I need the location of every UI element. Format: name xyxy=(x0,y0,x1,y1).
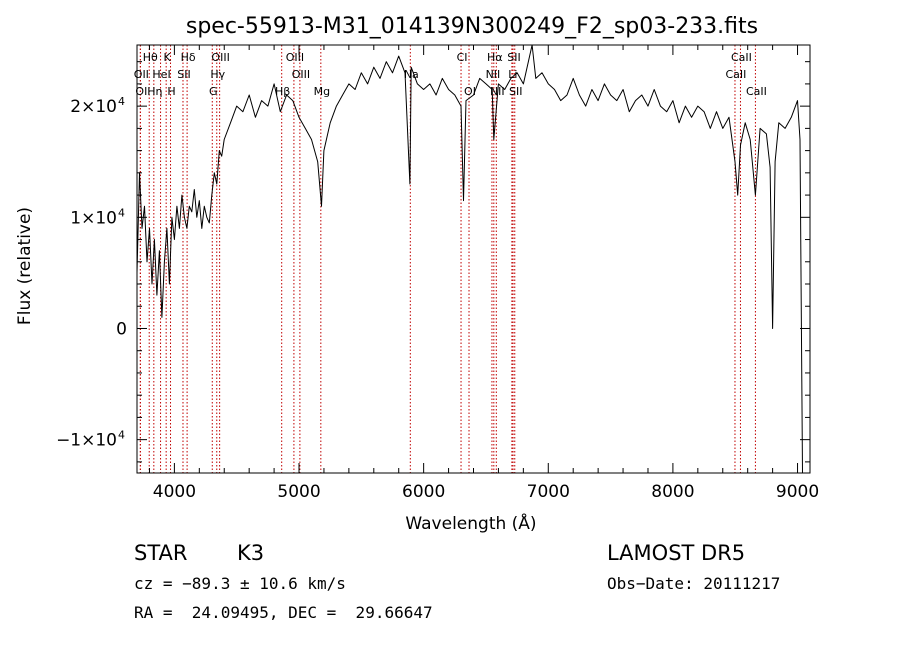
line-label-15: NII xyxy=(486,68,501,81)
x-tick-label-5: 9000 xyxy=(776,482,819,502)
line-label-0: Hθ xyxy=(143,51,158,64)
chart-title: spec-55913-M31_014139N300249_F2_sp03-233… xyxy=(186,14,758,39)
line-label-26: SII xyxy=(509,85,522,98)
spectrum-series xyxy=(136,44,810,474)
line-label-16: Li xyxy=(508,68,517,81)
y-tick-label-1: 0 xyxy=(116,319,127,339)
y-tick-exponent-0: 4 xyxy=(118,429,125,442)
y-tick-label-2: 1×10 xyxy=(70,208,117,228)
object-class: STAR xyxy=(134,541,188,565)
y-axis-label: Flux (relative) xyxy=(15,207,35,325)
line-label-18: OI xyxy=(135,85,147,98)
line-label-17: CaII xyxy=(726,68,747,81)
y-tick-exponent-3: 4 xyxy=(118,95,125,108)
ra-dec: RA = 24.09495, DEC = 29.66647 xyxy=(134,603,433,622)
line-label-12: Hγ xyxy=(210,68,225,81)
line-label-9: OII xyxy=(134,68,149,81)
plot-frame xyxy=(136,44,811,474)
x-tick-label-0: 4000 xyxy=(153,482,196,502)
line-label-5: CI xyxy=(457,51,468,64)
line-label-2: Hδ xyxy=(181,51,196,64)
line-label-14: Na xyxy=(404,68,419,81)
line-label-25: NII xyxy=(490,85,505,98)
redshift-text: cz = −89.3 ± 10.6 km/s xyxy=(134,574,346,593)
x-tick-label-4: 8000 xyxy=(651,482,694,502)
spectral-line-labels: Hθ K Hδ OIII OIII CI Hα SII CaII OII HeI SII Hγ OIII N… xyxy=(134,51,767,98)
x-tick-label-1: 5000 xyxy=(277,482,320,502)
line-label-19: Hη xyxy=(147,85,162,98)
line-label-6: Hα xyxy=(487,51,503,64)
line-label-21: G xyxy=(209,85,218,98)
line-label-20: H xyxy=(167,85,175,98)
line-label-27: CaII xyxy=(746,85,767,98)
object-subclass: K3 xyxy=(237,541,265,565)
line-label-7: SII xyxy=(507,51,520,64)
line-label-8: CaII xyxy=(731,51,752,64)
line-label-24: OI xyxy=(464,85,476,98)
x-tick-label-3: 7000 xyxy=(527,482,570,502)
survey-name: LAMOST DR5 xyxy=(607,541,746,565)
line-label-23: Mg xyxy=(314,85,330,98)
y-tick-label-0: −1×10 xyxy=(56,431,117,451)
line-label-13: OIII xyxy=(292,68,310,81)
spectrum-line xyxy=(136,44,810,474)
x-axis-label: Wavelength (Å) xyxy=(405,512,536,534)
line-label-11: SII xyxy=(177,68,190,81)
y-tick-label-3: 2×10 xyxy=(70,97,117,117)
x-axis-ticks: 4000 5000 6000 7000 8000 9000 xyxy=(148,45,819,502)
x-tick-label-2: 6000 xyxy=(402,482,445,502)
y-axis-ticks: −1×10 401×10 42×10 4 xyxy=(56,61,810,463)
line-label-3: OIII xyxy=(211,51,229,64)
y-tick-exponent-2: 4 xyxy=(118,206,125,219)
line-label-4: OIII xyxy=(286,51,304,64)
line-label-22: Hβ xyxy=(275,85,290,98)
obs-date: Obs−Date: 20111217 xyxy=(607,574,781,593)
line-label-10: HeI xyxy=(152,68,170,81)
line-label-1: K xyxy=(164,51,172,64)
